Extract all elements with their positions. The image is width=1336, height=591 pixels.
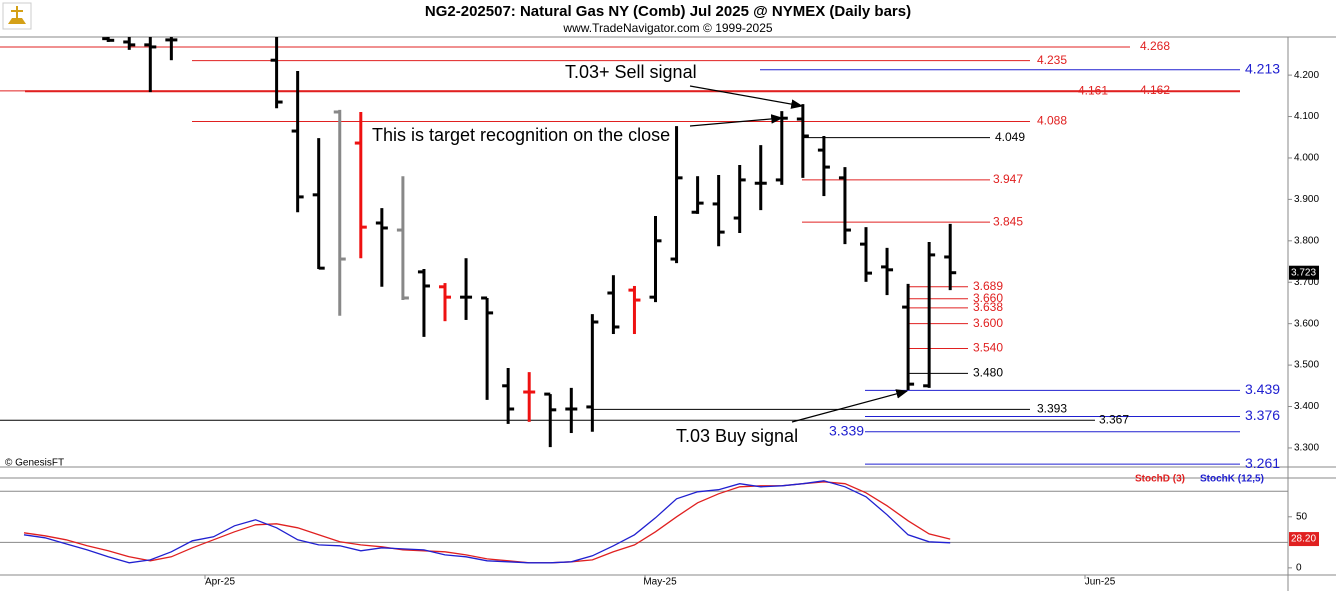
source-label: © GenesisFT (5, 458, 64, 469)
y-tick-label: 4.200 (1294, 70, 1319, 81)
chart-subtitle: www.TradeNavigator.com © 1999-2025 (562, 21, 772, 35)
logo (2, 2, 32, 30)
legend-entry: StochD (3) (1135, 474, 1185, 485)
level-label: 4.213 (1245, 60, 1280, 76)
level-label: 4.235 (1037, 53, 1067, 67)
stoch-panel (0, 480, 1288, 564)
level-label: 3.339 (829, 422, 864, 438)
stoch-line (23, 480, 951, 564)
overlay: 3.300 3.400 3.500 3.600 3.700 3.800 3.900 4.000… (204, 39, 1319, 588)
y-tick-label: 3.800 (1294, 235, 1319, 246)
y-tick-label: 3.300 (1294, 443, 1319, 454)
y-tick-label: 4.100 (1294, 111, 1319, 122)
level-label: 3.689 (973, 279, 1003, 293)
y-tick-label: 3.600 (1294, 318, 1319, 329)
x-tick-label: Jun-25 (1085, 577, 1116, 588)
annotation: T.03+ Sell signal (565, 62, 697, 82)
x-tick-label: May-25 (643, 577, 677, 588)
level-label: 4.161 (1078, 83, 1108, 97)
level-label: 3.540 (973, 341, 1003, 355)
level-label: 3.480 (973, 366, 1003, 380)
annotation-arrow (689, 85, 804, 109)
y-tick-label: 3.400 (1294, 401, 1319, 412)
y-tick-label: 50 (1296, 511, 1308, 522)
y-tick-label: 3.900 (1294, 194, 1319, 205)
level-label: 3.376 (1245, 407, 1280, 423)
level-label: 4.088 (1037, 114, 1067, 128)
annotation-arrow (689, 114, 784, 127)
y-tick-label: 0 (1296, 562, 1302, 573)
level-label: 4.268 (1140, 39, 1170, 53)
chart-title: NG2-202507: Natural Gas NY (Comb) Jul 20… (425, 3, 911, 20)
y-tick-label: 3.500 (1294, 360, 1319, 371)
y-tick-label: 3.700 (1294, 277, 1319, 288)
last-value-tag (1289, 265, 1319, 280)
level-label: 3.947 (993, 172, 1023, 186)
price-panel (0, 37, 1240, 465)
annotation: This is target recognition on the close (372, 125, 670, 145)
y-tick-label: 4.000 (1294, 153, 1319, 164)
level-label: 4.049 (995, 130, 1025, 144)
level-label: 3.638 (973, 300, 1003, 314)
level-label: 3.393 (1037, 402, 1067, 416)
level-label: 3.600 (973, 316, 1003, 330)
x-tick-label: Apr-25 (205, 577, 235, 588)
level-label: 3.439 (1245, 381, 1280, 397)
level-label: 4.162 (1140, 83, 1170, 97)
legend-entry: StochK (12,5) (1200, 474, 1264, 485)
level-label: 3.845 (993, 214, 1023, 228)
annotation-arrow (791, 389, 909, 423)
level-label: 3.660 (973, 291, 1003, 305)
level-label: 3.261 (1245, 455, 1280, 471)
last-value-tag (1289, 532, 1319, 547)
level-label: 3.367 (1099, 412, 1129, 426)
annotation: T.03 Buy signal (676, 426, 798, 446)
last-value-label: 28.20 (1291, 534, 1316, 545)
last-value-label: 3.723 (1291, 267, 1316, 278)
